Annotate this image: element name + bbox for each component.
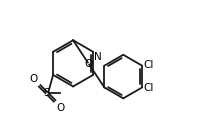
Text: O: O (56, 103, 65, 113)
Text: Cl: Cl (143, 60, 154, 70)
Text: Cl: Cl (143, 83, 154, 93)
Text: N: N (94, 52, 102, 62)
Text: O: O (85, 59, 93, 69)
Text: S: S (44, 88, 51, 98)
Text: O: O (30, 74, 38, 84)
